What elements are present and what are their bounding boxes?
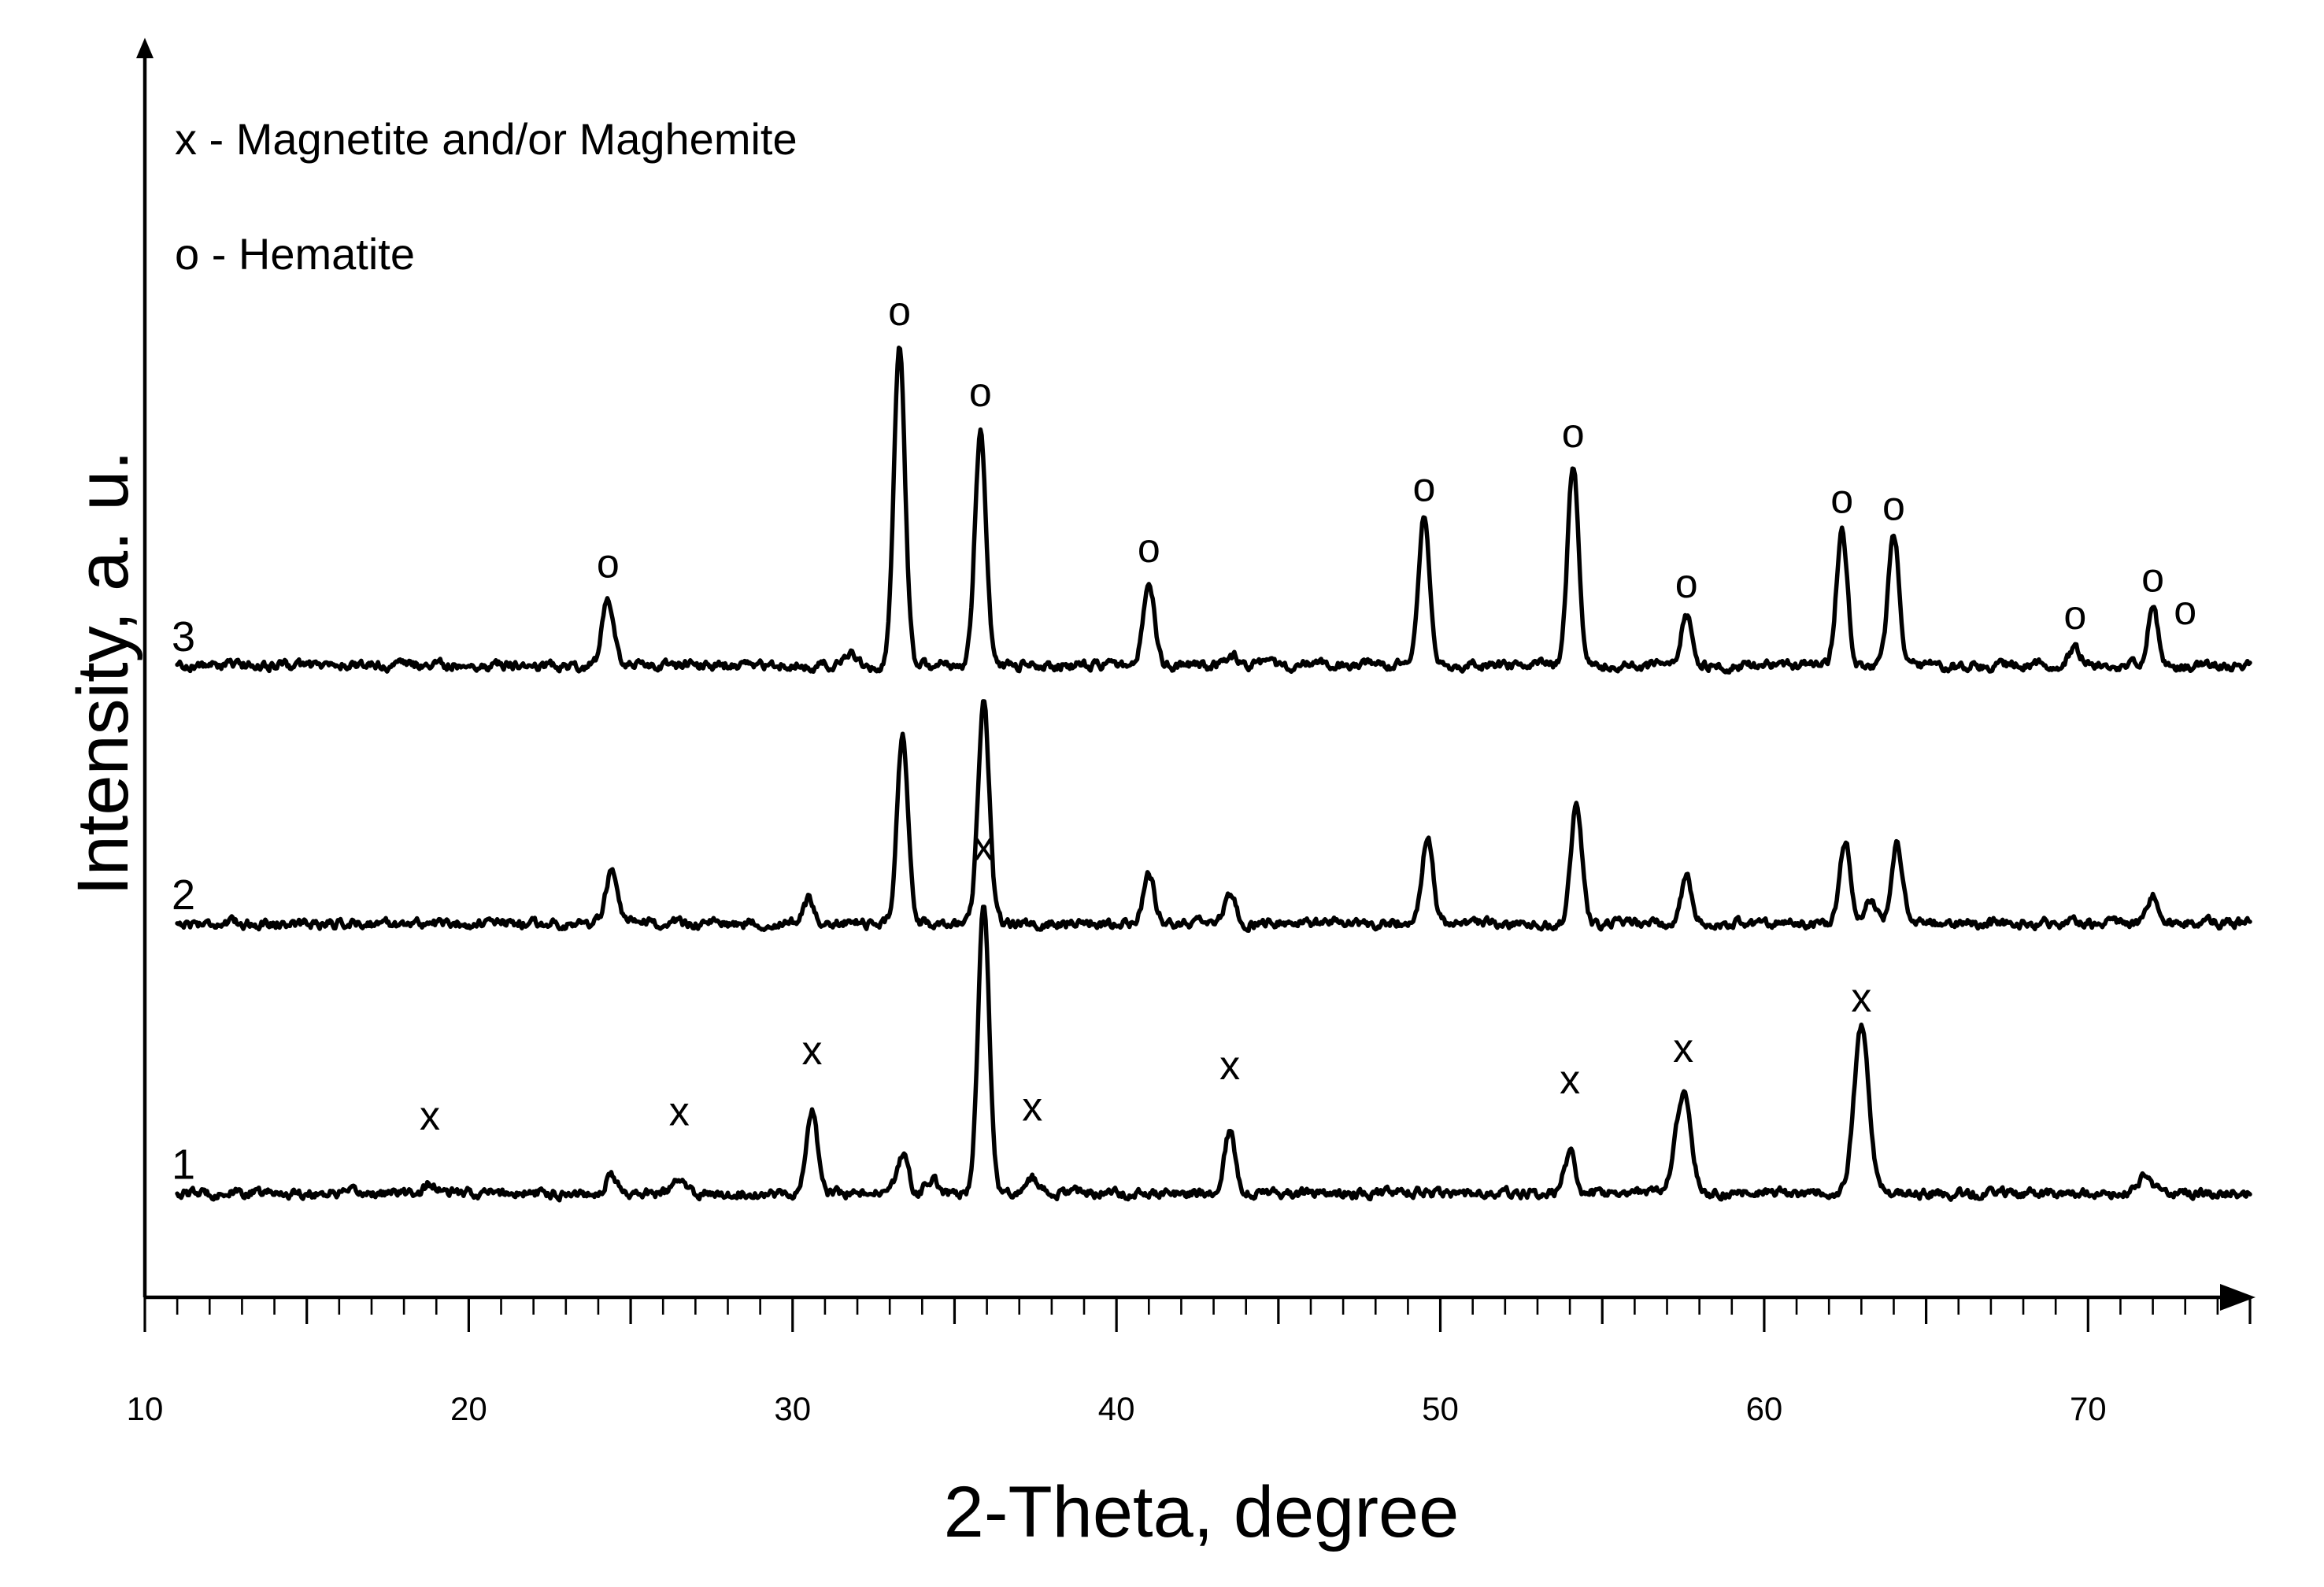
plot-axes: 10 20 30 40 50 60 70 <box>127 38 2256 1427</box>
hematite-peak-marker: o <box>597 541 620 586</box>
x-tick-label: 60 <box>1746 1390 1783 1427</box>
x-tick-label: 70 <box>2070 1390 2107 1427</box>
hematite-peak-marker: o <box>1830 477 1853 523</box>
pattern-label-3: 3 <box>172 613 195 660</box>
hematite-peak-marker: o <box>1882 483 1905 529</box>
x-tick-label: 50 <box>1422 1390 1459 1427</box>
pattern-labels: 1 2 3 <box>172 613 195 1188</box>
magnetite-peak-marker: x <box>1560 1057 1580 1103</box>
magnetite-peak-marker: x <box>1673 1026 1693 1071</box>
diffraction-patterns <box>175 346 2252 1203</box>
magnetite-peak-marker: x <box>973 824 994 870</box>
legend-entry-hematite: o - Hematite <box>175 229 415 279</box>
y-axis-title: Intensity, a. u. <box>63 450 143 896</box>
x-tick-label: 10 <box>127 1390 164 1427</box>
hematite-peak-marker: o <box>1138 526 1160 572</box>
pattern-line-3 <box>175 346 2252 675</box>
pattern-label-1: 1 <box>172 1141 195 1189</box>
hematite-peak-marker: o <box>1675 561 1698 607</box>
hematite-peak-marker: o <box>2063 593 2086 638</box>
magnetite-peak-marker: x <box>669 1089 690 1134</box>
hematite-peak-marker: o <box>1413 465 1436 511</box>
hematite-peak-marker: o <box>2141 555 2164 601</box>
pattern-line-1 <box>175 904 2252 1203</box>
x-tick-label: 40 <box>1098 1390 1135 1427</box>
magnetite-peak-marker: x <box>1219 1043 1240 1089</box>
hematite-peak-marker: o <box>2174 588 2196 634</box>
magnetite-peak-marker: x <box>801 1028 822 1074</box>
magnetite-peak-marker: x <box>1022 1084 1042 1130</box>
hematite-peak-marker: o <box>1562 411 1585 457</box>
x-tick-label: 30 <box>774 1390 811 1427</box>
pattern-label-2: 2 <box>172 871 195 919</box>
magnetite-peak-marker: x <box>1851 975 1871 1021</box>
legend: x - Magnetite and/or Maghemite o - Hemat… <box>175 114 797 279</box>
y-axis-arrowhead <box>136 38 154 58</box>
hematite-peak-marker: o <box>969 370 992 416</box>
x-tick-label: 20 <box>450 1390 487 1427</box>
legend-entry-magnetite: x - Magnetite and/or Maghemite <box>175 114 797 164</box>
magnetite-peak-marker: x <box>420 1093 440 1139</box>
x-axis-arrowhead <box>2220 1284 2256 1311</box>
hematite-peak-marker: o <box>888 289 911 335</box>
x-axis-title: 2-Theta, degree <box>944 1472 1460 1552</box>
x-axis-ticks <box>143 1297 2252 1332</box>
pattern-line-2 <box>175 699 2252 934</box>
x-axis-tick-labels: 10 20 30 40 50 60 70 <box>127 1390 2107 1427</box>
